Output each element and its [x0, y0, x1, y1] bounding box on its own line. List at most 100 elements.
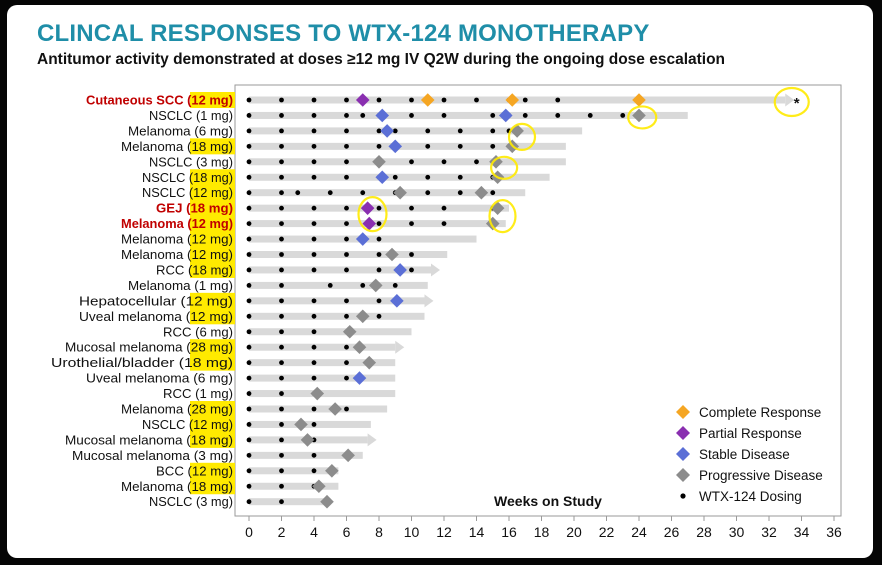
- patient-row: NSCLC (12 mg): [142, 416, 371, 433]
- response-marker: [312, 479, 326, 494]
- dosing-dot: [311, 159, 317, 165]
- patient-row: NSCLC (18 mg): [142, 169, 550, 186]
- dosing-dot: [555, 97, 561, 103]
- dosing-dot: [360, 113, 366, 118]
- dosing-dot: [295, 190, 301, 196]
- patient-label: Cutaneous SCC (12 mg): [86, 94, 233, 108]
- response-marker: [393, 185, 407, 200]
- dosing-dot: [344, 128, 349, 134]
- dosing-dot: [376, 143, 382, 149]
- dosing-dot: [279, 159, 284, 165]
- response-marker: [390, 294, 404, 308]
- dosing-dot: [279, 205, 284, 211]
- dosing-dot: [279, 344, 284, 350]
- patient-row: Melanoma (28 mg): [121, 401, 388, 417]
- dosing-dot: [311, 375, 317, 381]
- dosing-dot: [457, 143, 463, 149]
- patient-label: GEJ (18 mg): [156, 202, 233, 216]
- dosing-dot: [344, 252, 349, 257]
- patient-row: Mucosal melanoma (3 mg): [72, 448, 363, 463]
- dosing-dot: [344, 344, 349, 350]
- slide-card: CLINCAL RESPONSES TO WTX-124 MONOTHERAPY…: [7, 5, 873, 558]
- dosing-dot: [344, 375, 349, 381]
- patient-row: Melanoma (6 mg): [128, 124, 583, 138]
- x-tick-label: 22: [599, 524, 615, 540]
- dosing-dot: [409, 221, 414, 227]
- legend-diamond-pr: [676, 426, 690, 440]
- legend-label: Complete Response: [699, 405, 821, 420]
- highlight-circle: [357, 196, 388, 233]
- duration-bar: [249, 158, 566, 166]
- x-tick-label: 0: [245, 524, 253, 540]
- dosing-dot: [457, 128, 463, 134]
- patient-label: Mucosal melanoma (3 mg): [72, 449, 233, 463]
- dosing-dot: [311, 128, 317, 134]
- dosing-dot: [246, 128, 252, 134]
- legend-label: Stable Disease: [699, 447, 790, 462]
- duration-bar: [249, 467, 339, 475]
- patient-row: Mucosal melanoma (18 mg): [65, 431, 377, 448]
- dosing-dot: [360, 190, 366, 196]
- patient-row: Melanoma (18 mg): [121, 138, 566, 155]
- dosing-dot: [246, 267, 252, 273]
- response-marker: [355, 309, 370, 324]
- dosing-dot: [311, 252, 317, 257]
- dosing-dot: [344, 97, 349, 103]
- patient-label: NSCLC (18 mg): [142, 171, 233, 185]
- legend-label: WTX-124 Dosing: [699, 489, 802, 504]
- dosing-dot: [376, 313, 382, 319]
- dosing-dot: [344, 205, 349, 211]
- dosing-dot: [311, 267, 317, 273]
- response-marker: [420, 93, 435, 107]
- dosing-dot: [279, 329, 284, 335]
- dosing-dot: [246, 174, 252, 180]
- dosing-dot: [311, 236, 317, 242]
- patient-row: Melanoma (18 mg): [121, 478, 339, 495]
- dosing-dot: [279, 375, 284, 381]
- patient-label: NSCLC (3 mg): [149, 495, 233, 509]
- dose-highlight: [190, 169, 235, 186]
- dosing-dot: [246, 344, 252, 350]
- dosing-dot: [555, 113, 561, 118]
- response-marker: [294, 417, 308, 432]
- dosing-dot: [376, 267, 382, 273]
- dosing-dot: [246, 468, 252, 474]
- dose-highlight: [190, 462, 235, 479]
- dosing-dot: [279, 174, 284, 180]
- response-marker: [632, 93, 646, 107]
- dosing-dot: [376, 128, 382, 134]
- dose-highlight: [190, 246, 235, 263]
- response-marker: [341, 448, 355, 463]
- response-marker: [362, 355, 377, 370]
- dosing-dot: [311, 221, 317, 227]
- x-tick-label: 10: [404, 524, 420, 540]
- response-marker: [380, 124, 394, 138]
- dosing-dot: [344, 298, 349, 304]
- patient-label: Melanoma (18 mg): [121, 480, 233, 494]
- x-tick-label: 26: [664, 524, 680, 540]
- dosing-dot: [344, 406, 349, 412]
- dosing-dot: [246, 205, 252, 211]
- dosing-dot: [246, 159, 252, 165]
- duration-bar: [249, 482, 339, 490]
- response-marker: [489, 155, 503, 169]
- response-marker: [368, 278, 383, 293]
- patient-row: Mucosal melanoma (28 mg): [65, 339, 405, 356]
- patient-label: Uveal melanoma (12 mg): [79, 310, 233, 324]
- dosing-dot: [474, 97, 479, 103]
- duration-bar: [249, 498, 331, 506]
- dosing-dot: [311, 174, 317, 180]
- patient-row: Hepatocellular (12 mg): [79, 292, 434, 309]
- legend-label: Partial Response: [699, 426, 802, 441]
- x-tick-label: 28: [696, 524, 712, 540]
- legend-diamond-sd: [676, 447, 690, 461]
- dosing-dot: [246, 483, 252, 489]
- dosing-dot: [425, 174, 431, 180]
- dosing-dot: [441, 97, 447, 103]
- response-marker: [388, 139, 403, 154]
- duration-bar: [249, 173, 550, 181]
- response-marker: [360, 201, 375, 215]
- response-marker: [355, 93, 370, 107]
- dose-highlight: [190, 431, 235, 448]
- dosing-dot: [311, 113, 317, 118]
